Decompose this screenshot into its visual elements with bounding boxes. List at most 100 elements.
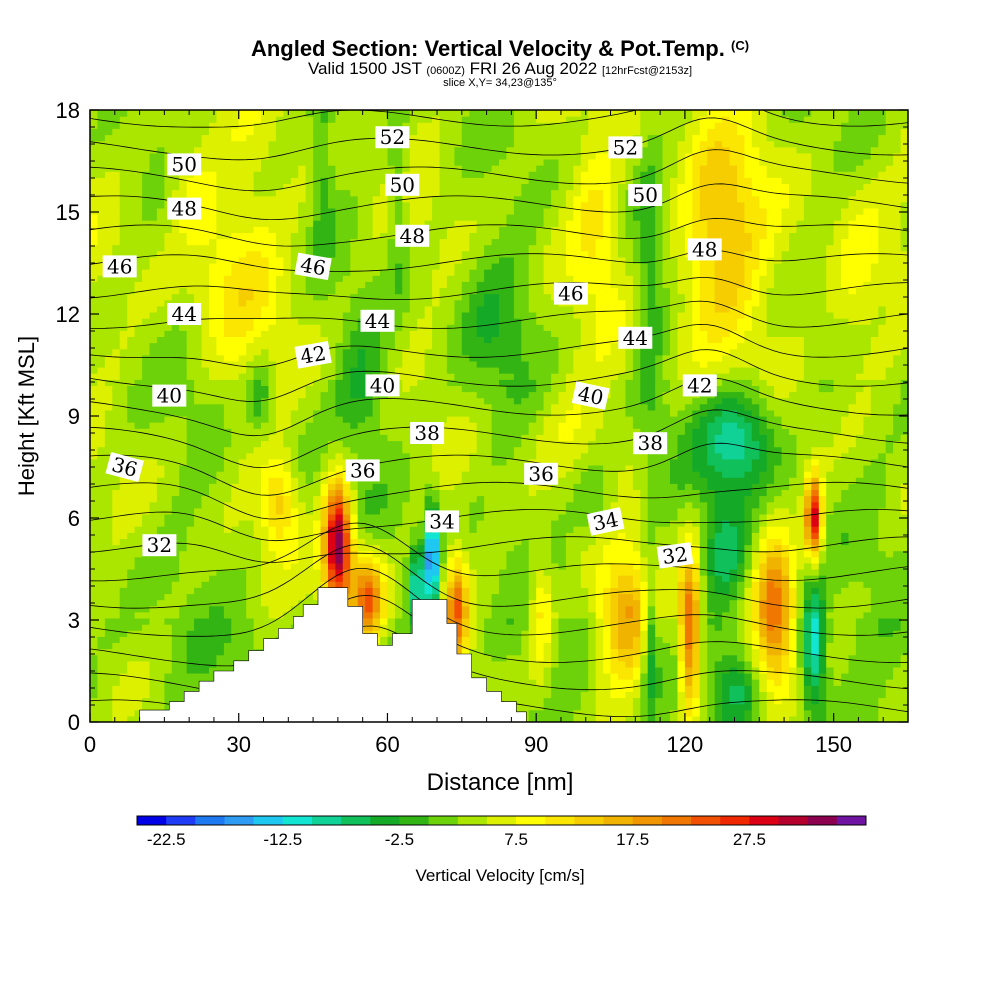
velocity-cell bbox=[127, 587, 136, 595]
velocity-cell bbox=[112, 409, 121, 417]
velocity-cell bbox=[223, 452, 232, 460]
velocity-cell bbox=[253, 544, 262, 552]
velocity-cell bbox=[149, 489, 158, 497]
velocity-cell bbox=[253, 556, 262, 564]
velocity-cell bbox=[127, 489, 136, 497]
velocity-cell bbox=[350, 159, 359, 166]
velocity-cell bbox=[90, 379, 98, 386]
velocity-cell bbox=[179, 416, 188, 423]
velocity-cell bbox=[216, 630, 225, 637]
velocity-cell bbox=[380, 507, 388, 515]
velocity-cell bbox=[417, 495, 426, 503]
velocity-cell bbox=[446, 159, 455, 166]
velocity-cell bbox=[223, 269, 232, 276]
velocity-cell bbox=[156, 569, 165, 576]
velocity-cell bbox=[194, 458, 203, 466]
velocity-cell bbox=[387, 636, 396, 643]
velocity-cell bbox=[97, 446, 106, 454]
velocity-cell bbox=[171, 238, 180, 246]
velocity-cell bbox=[350, 587, 359, 595]
velocity-cell bbox=[350, 293, 359, 301]
velocity-cell bbox=[104, 244, 113, 252]
velocity-cell bbox=[112, 691, 121, 699]
velocity-cell bbox=[290, 159, 299, 166]
velocity-cell bbox=[238, 165, 247, 172]
velocity-cell bbox=[268, 434, 277, 442]
velocity-cell bbox=[372, 299, 381, 307]
velocity-cell bbox=[290, 110, 299, 117]
velocity-cell bbox=[149, 513, 158, 521]
velocity-cell bbox=[134, 116, 143, 123]
velocity-cell bbox=[402, 299, 411, 307]
velocity-cell bbox=[387, 513, 396, 521]
velocity-cell bbox=[357, 532, 366, 539]
velocity-cell bbox=[290, 569, 299, 576]
velocity-cell bbox=[156, 673, 165, 680]
velocity-cell bbox=[246, 452, 255, 460]
velocity-cell bbox=[446, 305, 455, 313]
velocity-cell bbox=[446, 403, 455, 411]
velocity-cell bbox=[261, 116, 269, 123]
velocity-cell bbox=[313, 183, 322, 191]
velocity-cell bbox=[402, 367, 411, 374]
velocity-cell bbox=[209, 520, 217, 527]
velocity-cell bbox=[156, 422, 165, 429]
velocity-cell bbox=[90, 324, 98, 331]
velocity-cell bbox=[305, 477, 314, 484]
velocity-cell bbox=[417, 287, 426, 295]
velocity-cell bbox=[365, 434, 374, 442]
velocity-cell bbox=[238, 256, 247, 264]
velocity-cell bbox=[209, 379, 217, 386]
velocity-cell bbox=[313, 513, 322, 521]
velocity-cell bbox=[90, 489, 98, 497]
velocity-cell bbox=[424, 140, 433, 148]
velocity-cell bbox=[372, 287, 381, 295]
velocity-cell bbox=[439, 348, 448, 356]
velocity-cell bbox=[439, 544, 448, 552]
velocity-cell bbox=[446, 581, 455, 588]
velocity-cell bbox=[209, 403, 217, 411]
velocity-cell bbox=[246, 336, 255, 344]
velocity-cell bbox=[305, 428, 314, 435]
velocity-cell bbox=[424, 152, 433, 160]
velocity-cell bbox=[171, 679, 180, 686]
velocity-cell bbox=[104, 715, 113, 722]
velocity-cell bbox=[261, 244, 269, 252]
velocity-cell bbox=[186, 134, 195, 142]
velocity-cell bbox=[223, 520, 232, 527]
velocity-cell bbox=[156, 275, 165, 282]
velocity-cell bbox=[275, 116, 284, 123]
velocity-cell bbox=[305, 110, 314, 117]
velocity-cell bbox=[104, 318, 113, 325]
velocity-cell bbox=[134, 562, 143, 570]
velocity-cell bbox=[365, 556, 374, 564]
velocity-cell bbox=[283, 256, 292, 264]
velocity-cell bbox=[432, 330, 441, 337]
velocity-cell bbox=[179, 275, 188, 282]
velocity-cell bbox=[97, 593, 106, 601]
velocity-cell bbox=[119, 611, 128, 619]
velocity-cell bbox=[127, 201, 136, 209]
velocity-cell bbox=[231, 207, 240, 215]
velocity-cell bbox=[372, 165, 381, 172]
velocity-cell bbox=[283, 495, 292, 503]
velocity-cell bbox=[253, 428, 262, 435]
velocity-cell bbox=[127, 446, 136, 454]
velocity-cell bbox=[149, 354, 158, 362]
velocity-cell bbox=[134, 703, 143, 711]
velocity-cell bbox=[402, 452, 411, 460]
velocity-cell bbox=[97, 263, 106, 270]
velocity-cell bbox=[290, 520, 299, 527]
velocity-cell bbox=[134, 709, 143, 717]
velocity-cell bbox=[290, 501, 299, 509]
velocity-cell bbox=[104, 238, 113, 246]
velocity-cell bbox=[209, 110, 217, 117]
velocity-cell bbox=[283, 452, 292, 460]
velocity-cell bbox=[417, 189, 426, 197]
velocity-cell bbox=[112, 654, 121, 662]
velocity-cell bbox=[238, 159, 247, 166]
velocity-cell bbox=[275, 342, 284, 350]
velocity-cell bbox=[231, 146, 240, 154]
velocity-cell bbox=[104, 397, 113, 405]
velocity-cell bbox=[350, 244, 359, 252]
